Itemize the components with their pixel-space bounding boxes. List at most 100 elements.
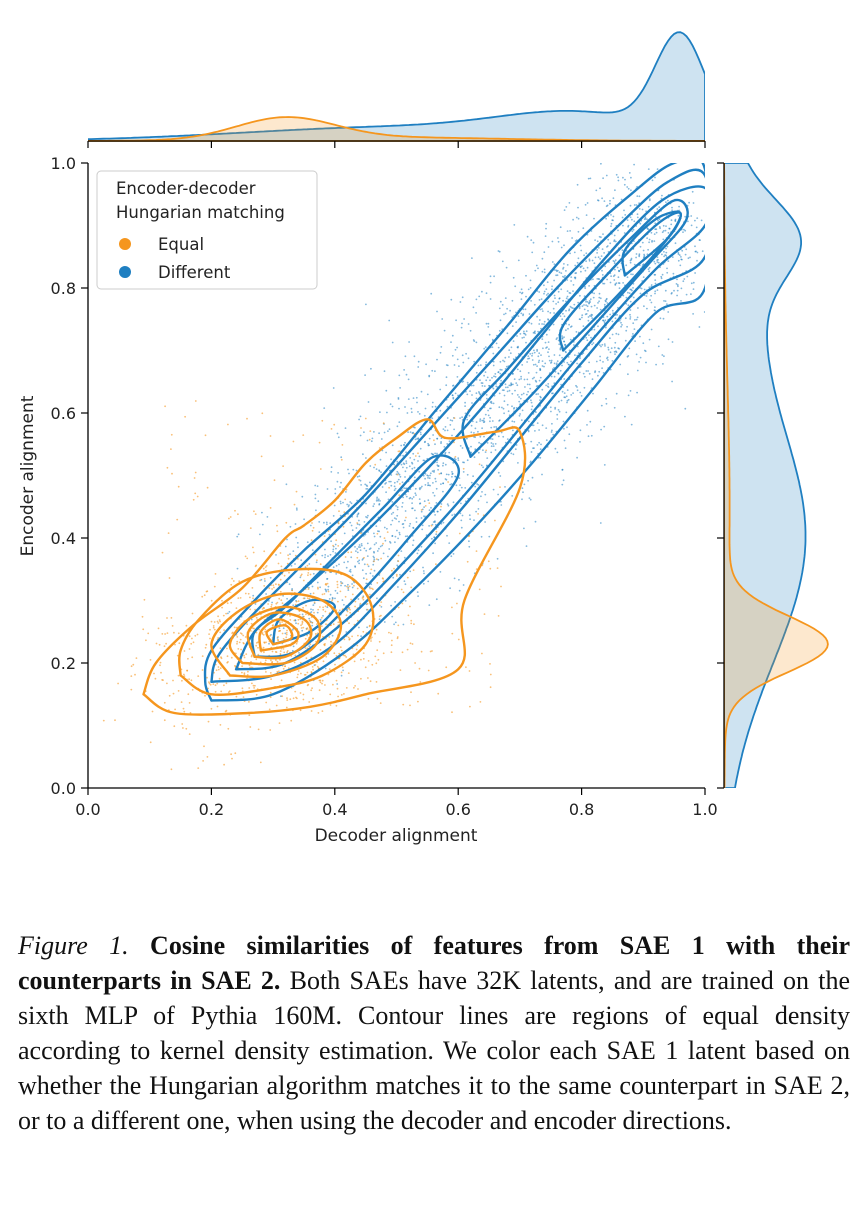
- point-equal: [265, 701, 268, 704]
- point-different: [475, 510, 477, 513]
- point-different: [505, 386, 507, 389]
- point-different: [324, 667, 327, 670]
- point-equal: [255, 693, 258, 696]
- point-equal: [346, 610, 349, 613]
- point-equal: [359, 602, 362, 605]
- point-equal: [132, 663, 135, 666]
- point-equal: [196, 633, 199, 636]
- point-equal: [324, 643, 326, 645]
- point-different: [599, 359, 602, 362]
- point-different: [556, 451, 559, 454]
- point-different: [532, 363, 535, 366]
- point-different: [394, 541, 396, 544]
- point-different: [466, 473, 469, 476]
- point-different: [648, 266, 651, 269]
- point-different: [592, 392, 594, 395]
- point-equal: [190, 642, 193, 645]
- point-equal: [208, 681, 210, 683]
- point-different: [377, 498, 380, 501]
- point-equal: [338, 609, 341, 612]
- point-different: [627, 373, 629, 376]
- point-different: [650, 328, 653, 331]
- point-equal: [227, 423, 229, 426]
- x-tick-label: 0.0: [75, 800, 100, 819]
- point-equal: [453, 417, 456, 419]
- point-different: [547, 292, 549, 295]
- point-different: [479, 393, 481, 395]
- point-different: [420, 487, 422, 489]
- point-different: [588, 259, 591, 262]
- point-different: [301, 495, 304, 498]
- point-equal: [292, 440, 295, 443]
- point-different: [566, 279, 569, 281]
- point-different: [574, 354, 576, 356]
- point-equal: [285, 706, 288, 709]
- point-different: [620, 321, 622, 324]
- point-different: [635, 204, 638, 206]
- point-different: [550, 375, 553, 378]
- point-different: [457, 459, 460, 461]
- point-different: [310, 608, 312, 611]
- point-different: [493, 275, 495, 278]
- point-different: [561, 483, 564, 486]
- point-different: [406, 412, 409, 414]
- point-different: [466, 418, 469, 421]
- point-different: [329, 553, 332, 556]
- point-equal: [317, 586, 319, 589]
- point-equal: [347, 672, 350, 674]
- point-equal: [353, 686, 355, 689]
- point-equal: [340, 649, 343, 652]
- point-different: [642, 249, 645, 252]
- point-different: [565, 297, 568, 300]
- point-different: [296, 509, 298, 511]
- point-different: [656, 208, 659, 210]
- point-different: [643, 254, 646, 257]
- point-different: [358, 562, 360, 565]
- point-different: [471, 420, 474, 423]
- point-different: [559, 226, 562, 229]
- point-different: [398, 473, 401, 476]
- point-equal: [244, 592, 247, 595]
- point-different: [282, 594, 284, 597]
- point-different: [566, 426, 568, 429]
- point-equal: [375, 662, 378, 665]
- point-different: [551, 261, 554, 263]
- point-equal: [334, 663, 336, 666]
- point-different: [587, 319, 590, 322]
- point-different: [527, 288, 530, 291]
- point-equal: [370, 640, 372, 642]
- point-different: [604, 326, 607, 329]
- point-equal: [406, 648, 409, 651]
- point-equal: [338, 652, 341, 655]
- point-different: [359, 479, 362, 482]
- point-equal: [323, 644, 326, 647]
- point-equal: [269, 507, 272, 509]
- point-equal: [362, 630, 365, 633]
- point-equal: [272, 584, 275, 587]
- point-equal: [277, 583, 280, 586]
- point-different: [631, 230, 634, 233]
- point-different: [489, 420, 491, 423]
- point-different: [407, 398, 410, 400]
- point-different: [484, 521, 486, 523]
- point-equal: [367, 697, 370, 700]
- point-different: [410, 411, 413, 414]
- point-equal: [354, 685, 356, 687]
- point-equal: [293, 619, 296, 622]
- point-equal: [397, 624, 400, 627]
- point-different: [393, 481, 396, 484]
- point-equal: [279, 621, 281, 624]
- point-different: [410, 407, 413, 410]
- point-equal: [281, 602, 284, 605]
- point-different: [452, 384, 455, 387]
- point-equal: [223, 629, 226, 632]
- point-equal: [307, 683, 310, 686]
- point-different: [585, 370, 588, 372]
- point-different: [531, 405, 534, 408]
- point-different: [475, 371, 478, 374]
- point-different: [598, 370, 601, 373]
- point-different: [408, 341, 410, 343]
- point-different: [530, 322, 533, 325]
- point-different: [416, 401, 418, 404]
- point-different: [400, 444, 403, 447]
